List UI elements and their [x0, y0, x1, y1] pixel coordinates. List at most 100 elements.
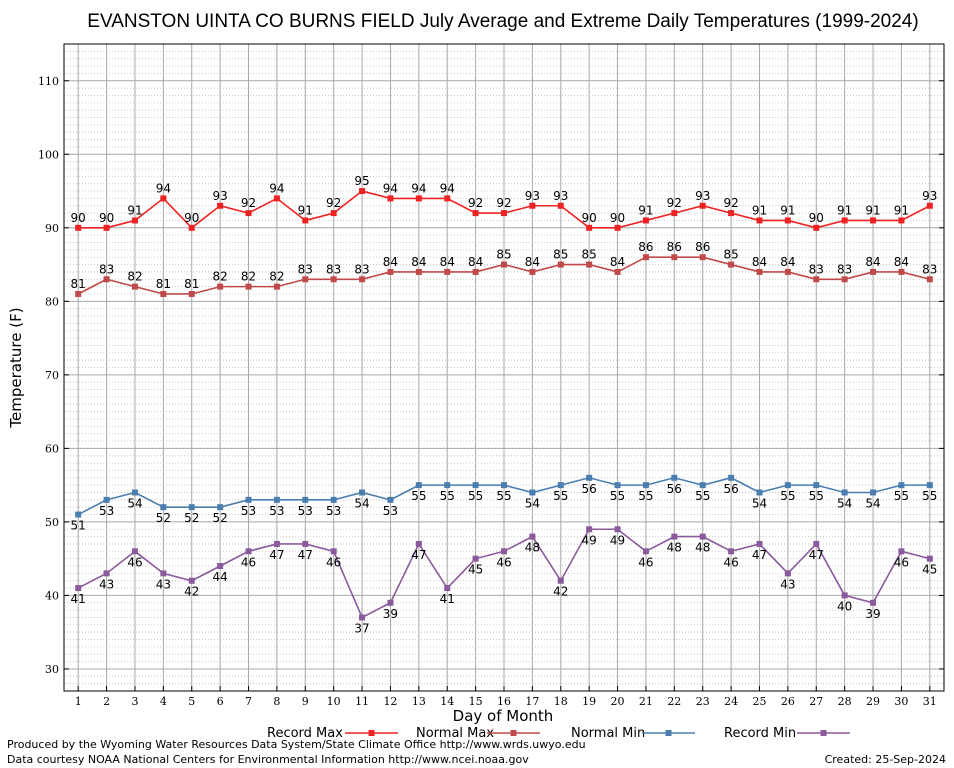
data-point	[870, 217, 877, 224]
data-point	[188, 224, 195, 231]
data-point	[160, 195, 167, 202]
data-point	[415, 195, 422, 202]
data-point	[898, 268, 905, 275]
data-label: 55	[894, 489, 909, 503]
data-label: 95	[354, 174, 369, 188]
data-label: 54	[525, 496, 540, 510]
data-point	[131, 489, 138, 496]
data-point	[926, 276, 933, 283]
data-label: 52	[156, 511, 171, 525]
y-tick-label: 90	[45, 222, 59, 235]
data-point	[699, 482, 706, 489]
y-tick-label: 100	[38, 148, 59, 161]
data-label: 93	[695, 189, 710, 203]
x-tick-label: 21	[639, 695, 653, 708]
data-point	[472, 268, 479, 275]
data-point	[728, 548, 735, 555]
data-point	[529, 533, 536, 540]
data-point	[501, 261, 507, 268]
x-tick-label: 5	[188, 695, 195, 708]
x-tick-label: 27	[809, 695, 823, 708]
data-label: 46	[241, 555, 256, 569]
data-point	[614, 224, 621, 231]
data-point	[870, 599, 877, 606]
data-point	[472, 210, 479, 217]
data-label: 86	[667, 240, 682, 254]
legend-marker	[368, 730, 375, 736]
data-point	[671, 533, 678, 540]
data-label: 90	[610, 211, 625, 225]
data-point	[273, 540, 280, 547]
data-label: 53	[326, 504, 341, 518]
y-tick-label: 40	[45, 589, 59, 602]
data-point	[813, 540, 820, 547]
data-point	[841, 217, 848, 224]
data-label: 90	[184, 211, 199, 225]
data-label: 53	[383, 504, 398, 518]
data-point	[302, 276, 309, 283]
data-point	[557, 202, 564, 209]
data-label: 90	[809, 211, 824, 225]
data-label: 84	[411, 255, 426, 269]
data-label: 55	[780, 489, 795, 503]
x-tick-label: 2	[103, 695, 110, 708]
data-label: 46	[326, 555, 341, 569]
data-point	[415, 268, 422, 275]
x-tick-label: 13	[412, 695, 426, 708]
data-point	[444, 482, 451, 489]
data-label: 91	[298, 203, 313, 217]
data-point	[131, 217, 138, 224]
x-tick-label: 9	[302, 695, 309, 708]
data-point	[217, 283, 224, 290]
data-label: 83	[837, 262, 852, 276]
data-point	[529, 268, 536, 275]
data-label: 85	[496, 248, 511, 262]
data-label: 46	[496, 555, 511, 569]
x-tick-label: 10	[327, 695, 341, 708]
data-label: 92	[667, 196, 682, 210]
data-point	[529, 489, 536, 496]
x-tick-label: 31	[923, 695, 937, 708]
data-point	[501, 482, 507, 489]
data-label: 41	[440, 592, 455, 606]
data-label: 46	[894, 555, 909, 569]
data-point	[330, 210, 337, 217]
x-tick-label: 3	[131, 695, 138, 708]
data-point	[188, 577, 195, 584]
data-label: 84	[610, 255, 625, 269]
data-point	[415, 482, 422, 489]
data-point	[273, 283, 280, 290]
data-point	[813, 482, 820, 489]
data-point	[557, 482, 564, 489]
x-tick-label: 29	[866, 695, 880, 708]
data-label: 47	[411, 548, 426, 562]
data-label: 47	[298, 548, 313, 562]
data-label: 46	[723, 555, 738, 569]
data-label: 52	[184, 511, 199, 525]
data-label: 81	[184, 277, 199, 291]
footer-created: Created: 25-Sep-2024	[825, 753, 946, 766]
data-label: 91	[865, 203, 880, 217]
data-point	[784, 570, 791, 577]
data-point	[131, 283, 138, 290]
series-normal-max: 81 83 82 81 81 82 82 82 83 83 83 84 84 84 84 85 84 85 85 84…	[71, 240, 937, 297]
x-tick-label: 25	[752, 695, 766, 708]
data-label: 55	[695, 489, 710, 503]
data-point	[103, 496, 110, 503]
data-point	[472, 555, 479, 562]
footer-producer: Produced by the Wyoming Water Resources …	[7, 738, 586, 751]
data-point	[926, 555, 933, 562]
data-label: 94	[156, 181, 171, 195]
data-label: 82	[127, 270, 142, 284]
data-label: 44	[212, 570, 227, 584]
data-point	[415, 540, 422, 547]
data-label: 93	[525, 189, 540, 203]
data-point	[756, 540, 763, 547]
data-label: 84	[468, 255, 483, 269]
data-label: 91	[127, 203, 142, 217]
data-label: 41	[71, 592, 86, 606]
data-label: 94	[383, 181, 398, 195]
data-label: 48	[667, 541, 682, 555]
data-label: 49	[610, 533, 625, 547]
